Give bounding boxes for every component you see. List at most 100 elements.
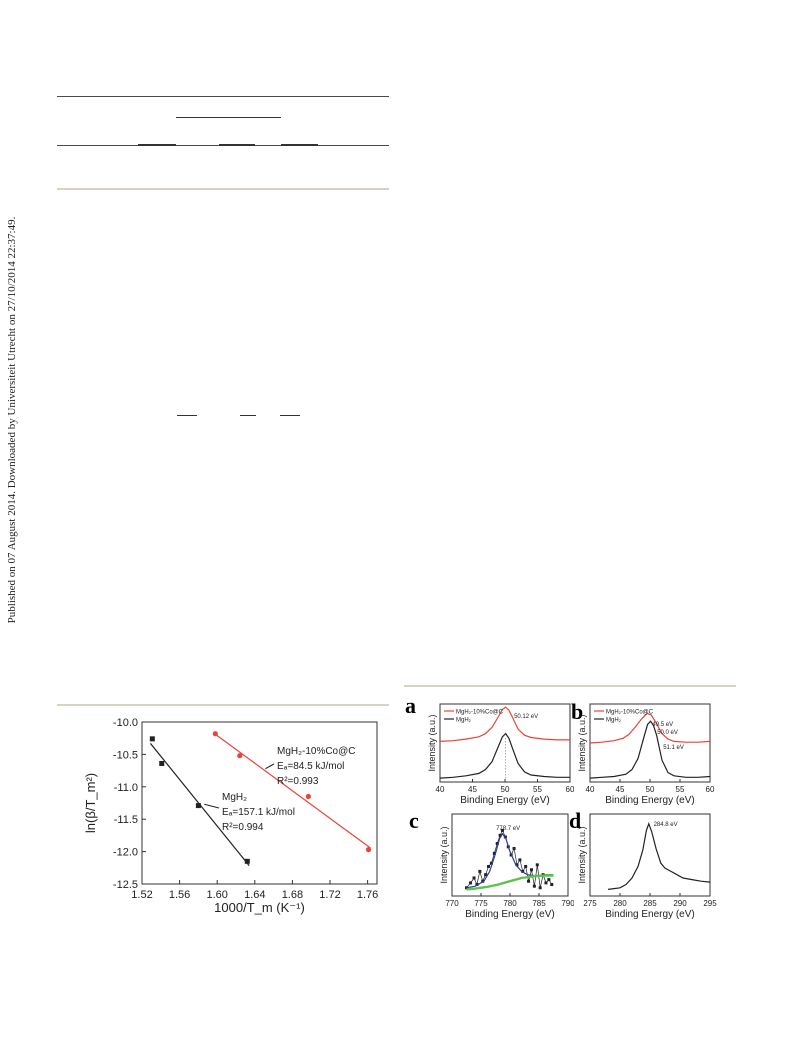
data-point xyxy=(538,886,542,890)
x-tick-label: 1.64 xyxy=(244,889,265,901)
data-point xyxy=(195,803,201,809)
peak-label: 284.8 eV xyxy=(654,822,678,828)
x-tick-label: 45 xyxy=(468,785,477,794)
annotation-co: R²=0.993 xyxy=(277,776,319,787)
equation-fraction-bar-1 xyxy=(177,415,197,416)
panel-letter-d: d xyxy=(569,808,582,833)
x-tick-label: 280 xyxy=(613,899,627,908)
table-col-rule-1 xyxy=(138,144,176,146)
annotation-mgh2: R²=0.994 xyxy=(222,822,264,833)
series-line-1 xyxy=(466,832,554,889)
data-point xyxy=(159,760,165,766)
data-point xyxy=(305,793,311,800)
x-axis-label: Binding Energy (eV) xyxy=(460,795,550,806)
data-point xyxy=(469,881,473,885)
data-point xyxy=(495,842,499,846)
x-tick-label: 1.76 xyxy=(357,889,378,901)
y-tick-label: -11.5 xyxy=(114,814,138,826)
x-tick-label: 55 xyxy=(533,785,542,794)
data-point xyxy=(529,868,533,872)
x-tick-label: 60 xyxy=(566,785,574,794)
data-point xyxy=(149,736,155,742)
x-tick-label: 55 xyxy=(676,785,685,794)
legend-entry: MgH₂ xyxy=(606,718,622,724)
series-line-1 xyxy=(439,732,570,779)
x-axis-label: Binding Energy (eV) xyxy=(605,909,695,920)
series-line-0 xyxy=(607,822,711,890)
x-tick-label: 40 xyxy=(586,785,595,794)
x-axis-label: Binding Energy (eV) xyxy=(465,909,555,920)
y-tick-label: -10.0 xyxy=(113,717,138,729)
data-point xyxy=(487,864,491,868)
x-tick-label: 1.56 xyxy=(169,889,190,901)
annotation-arrow xyxy=(204,803,220,809)
equation-fraction-bar-2 xyxy=(240,415,256,416)
equation-fraction-bar-3 xyxy=(280,415,300,416)
x-tick-label: 60 xyxy=(706,785,715,794)
publication-sidebar: Published on 07 August 2014. Downloaded … xyxy=(4,217,20,624)
x-tick-label: 1.52 xyxy=(131,889,152,901)
data-point xyxy=(532,884,536,888)
panel-letter-c: c xyxy=(409,808,419,833)
data-point xyxy=(492,851,496,855)
peak-label: 51.1 eV xyxy=(663,745,684,751)
x-tick-label: 775 xyxy=(474,899,488,908)
y-axis-label: Intensity (a.u.) xyxy=(439,826,449,883)
data-point xyxy=(544,881,548,885)
legend-entry: MgH₂-10%Co@C xyxy=(456,710,504,716)
series-line-2 xyxy=(466,874,554,891)
x-axis-label: Binding Energy (eV) xyxy=(605,795,695,806)
y-axis-label: ln(β/T_m²) xyxy=(83,773,98,833)
annotation-mgh2: Eₐ=157.1 kJ/mol xyxy=(222,807,295,818)
x-tick-label: 295 xyxy=(703,899,717,908)
data-point xyxy=(527,879,531,883)
annotation-co: Eₐ=84.5 kJ/mol xyxy=(277,761,344,772)
data-point xyxy=(212,731,218,737)
plot-frame xyxy=(141,721,378,885)
publication-info: Published on 07 August 2014. Downloaded … xyxy=(6,216,18,624)
y-axis-label: Intensity (a.u.) xyxy=(577,714,587,771)
x-tick-label: 780 xyxy=(503,899,517,908)
data-point xyxy=(237,753,243,759)
figure-rule-left xyxy=(57,704,389,706)
peak-label: 50.12 eV xyxy=(514,714,538,720)
x-tick-label: 785 xyxy=(532,899,546,908)
xps-panel-b: 40 45 50 55 60 Binding Energy (eV) Intensity (… xyxy=(577,703,715,806)
data-point xyxy=(484,873,488,877)
x-tick-label: 790 xyxy=(561,899,574,908)
y-tick-label: -11.0 xyxy=(114,782,138,794)
data-point xyxy=(524,864,528,868)
data-point xyxy=(489,861,493,865)
kissinger-plot: 1.52 1.56 1.60 1.64 1.68 1.72 1.76 -10.0 -10.5 -1… xyxy=(83,717,378,915)
data-point xyxy=(365,847,372,853)
data-point xyxy=(244,858,250,864)
xps-panel-a: 40 45 50 55 60 Binding Energy (eV) Intensity (… xyxy=(427,703,574,806)
peak-label: 49.5 eV xyxy=(652,722,673,728)
y-tick-label: -12.5 xyxy=(113,879,138,891)
y-axis-label: Intensity (a.u.) xyxy=(577,826,587,883)
data-point xyxy=(478,869,482,873)
panel-letter-b: b xyxy=(571,699,584,724)
data-point xyxy=(472,876,476,880)
peak-label: 50.0 eV xyxy=(657,730,678,736)
panel-frame xyxy=(589,703,711,783)
table-top-rule xyxy=(57,96,389,97)
x-tick-label: 1.60 xyxy=(206,889,227,901)
y-tick-label: -10.5 xyxy=(113,749,138,761)
x-tick-label: 285 xyxy=(643,899,657,908)
data-point xyxy=(518,858,522,862)
x-axis-label: 1000/T_m (K⁻¹) xyxy=(214,900,305,915)
x-tick-label: 1.72 xyxy=(319,889,340,901)
data-point xyxy=(535,863,539,867)
x-tick-label: 40 xyxy=(436,785,445,794)
data-point xyxy=(500,828,504,832)
panel-frame xyxy=(439,703,571,783)
table-col-rule-3 xyxy=(281,144,318,146)
x-tick-label: 275 xyxy=(583,899,597,908)
series-line-0 xyxy=(466,829,553,889)
fit-line-1 xyxy=(213,732,371,849)
table-col-rule-2 xyxy=(219,144,255,146)
data-point xyxy=(550,883,554,887)
panel-letter-a: a xyxy=(405,693,416,718)
series-line-1 xyxy=(589,720,711,779)
